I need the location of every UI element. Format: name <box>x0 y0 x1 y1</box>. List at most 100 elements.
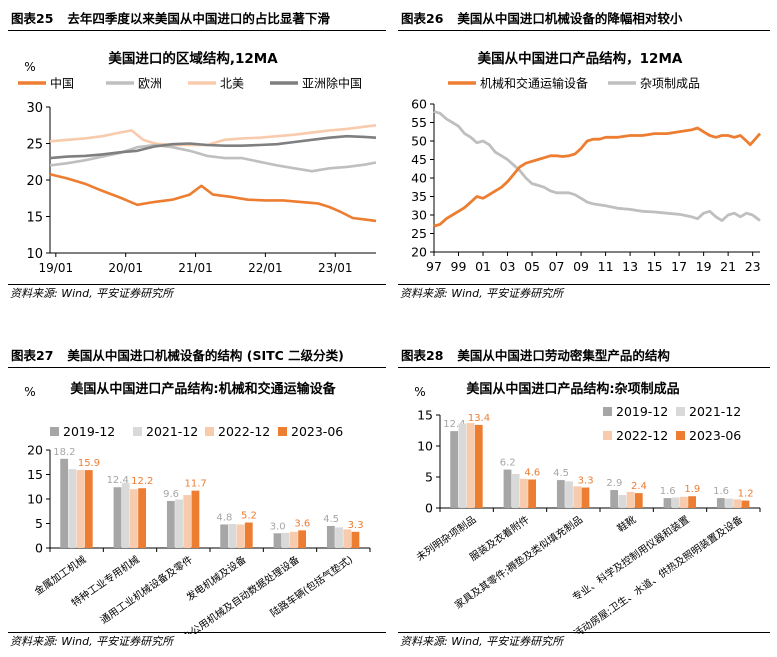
legend-label-3: 2023-06 <box>689 428 741 443</box>
series-line-1 <box>49 143 377 173</box>
bar <box>725 498 733 508</box>
bar <box>626 491 635 508</box>
data-label: 1.2 <box>738 489 754 500</box>
y-tick-label: 5 <box>35 516 43 531</box>
x-tick-label: 99 <box>451 259 467 274</box>
data-label: 11.7 <box>185 479 207 490</box>
x-tick-label: 17 <box>671 259 687 274</box>
bar <box>121 482 130 548</box>
bar-chart-machinery-structure: 美国从中国进口产品结构:机械和交通运输设备% 2019-12 2021-12 2022… <box>24 381 371 634</box>
data-label: 15.9 <box>78 458 100 469</box>
bar <box>343 529 352 548</box>
bar <box>220 524 229 548</box>
legend-label-3: 亚洲除中国 <box>302 76 362 91</box>
legend-label-1: 2021-12 <box>146 424 198 439</box>
legend-label-0: 中国 <box>50 76 74 91</box>
bar <box>281 532 290 548</box>
legend-label-3: 2023-06 <box>291 424 343 439</box>
data-label: 12.4 <box>443 419 465 430</box>
panel-fig26: 图表26 美国从中国进口机械设备的降幅相对较小 美国从中国进口产品结构，12MA 机… <box>398 8 770 301</box>
y-tick-label: 5 <box>425 470 433 485</box>
data-label: 4.8 <box>216 512 232 523</box>
panel-header: 图表26 美国从中国进口机械设备的降幅相对较小 <box>398 8 770 31</box>
category-label: 鞋靴 <box>615 513 639 535</box>
y-tick-label: 10 <box>417 439 433 454</box>
x-tick-label: 97 <box>426 259 442 274</box>
legend-swatch-0 <box>603 407 612 416</box>
figure-title: 美国从中国进口劳动密集型产品的结构 <box>457 348 670 363</box>
bar <box>573 486 582 508</box>
panel-fig27: 图表27 美国从中国进口机械设备的结构 (SITC 二级分类) 美国从中国进口产品… <box>8 345 386 650</box>
bar <box>528 479 536 508</box>
bar <box>565 481 573 508</box>
data-label: 9.6 <box>163 489 179 500</box>
panel-footer: 资料来源: Wind, 平安证券研究所 <box>398 632 770 650</box>
y-tick-label: 45 <box>411 152 427 167</box>
y-tick-label: 20 <box>26 174 43 189</box>
x-tick-label: 05 <box>524 259 540 274</box>
legend-label-0: 2019-12 <box>616 404 668 419</box>
bar <box>741 500 750 508</box>
bar <box>244 522 253 548</box>
data-label: 4.5 <box>553 468 569 479</box>
data-label: 3.0 <box>270 521 286 532</box>
x-tick-label: 21 <box>720 259 736 274</box>
bar <box>60 458 69 548</box>
source-note: 资料来源: Wind, 平安证券研究所 <box>400 287 564 300</box>
panel-fig28: 图表28 美国从中国进口劳动密集型产品的结构 美国从中国进口产品结构:杂项制成品%… <box>398 345 770 650</box>
x-tick-label: 09 <box>573 259 589 274</box>
x-tick-label: 23/01 <box>318 261 353 275</box>
bar <box>688 496 696 508</box>
chart-title: 美国从中国进口产品结构:杂项制成品 <box>466 381 679 397</box>
bar <box>466 423 475 508</box>
x-tick-label: 13 <box>622 259 638 274</box>
bar <box>130 489 138 548</box>
category-label: 通用工业机械设备及零件 <box>97 553 195 627</box>
panel-footer: 资料来源: Wind, 平安证券研究所 <box>8 632 386 650</box>
bar <box>166 500 175 548</box>
panel-header: 图表27 美国从中国进口机械设备的结构 (SITC 二级分类) <box>8 345 386 368</box>
y-unit-label: % <box>414 385 425 399</box>
figure-number: 图表25 <box>11 11 54 26</box>
data-label: 5.2 <box>241 511 257 522</box>
bar <box>113 487 122 548</box>
legend-label-0: 机械和交通运输设备 <box>480 76 588 91</box>
bar <box>556 480 565 508</box>
data-label: 2.9 <box>606 478 622 489</box>
category-label: 活动房屋;卫生、水道、供热及照明装置及设备 <box>571 513 745 634</box>
data-label: 4.6 <box>524 467 540 478</box>
y-tick-label: 40 <box>411 171 427 186</box>
y-tick-label: 0 <box>425 501 433 516</box>
bar <box>290 531 298 548</box>
line-chart-region-share: 美国进口的区域结构,12MA% 中国 欧洲 北美 亚洲除中国 10 15 20 25 30 19/0… <box>18 50 377 275</box>
panel-footer: 资料来源: Wind, 平安证券研究所 <box>398 284 770 302</box>
y-tick-label: 20 <box>27 443 43 458</box>
bar <box>511 473 520 508</box>
y-tick-label: 15 <box>417 408 433 423</box>
y-tick-label: 10 <box>26 247 43 262</box>
y-tick-label: 30 <box>411 208 427 223</box>
bar <box>68 469 77 548</box>
bar <box>183 495 192 548</box>
y-tick-label: 15 <box>26 211 43 226</box>
chart-title: 美国进口的区域结构,12MA <box>108 50 278 67</box>
data-label: 6.2 <box>500 458 516 469</box>
legend-label-1: 2021-12 <box>689 404 741 419</box>
bar <box>474 424 483 508</box>
x-tick-label: 15 <box>647 259 663 274</box>
y-tick-label: 10 <box>27 492 43 507</box>
data-label: 2.4 <box>631 481 647 492</box>
bar <box>298 530 306 548</box>
legend-swatch-0 <box>50 427 59 436</box>
figure-title: 去年四季度以来美国从中国进口的占比显著下滑 <box>67 11 330 26</box>
figure-title: 美国从中国进口机械设备的降幅相对较小 <box>457 11 683 26</box>
panel-fig25: 图表25 去年四季度以来美国从中国进口的占比显著下滑 美国进口的区域结构,12MA… <box>8 8 386 301</box>
bar <box>84 470 93 548</box>
legend-label-2: 2022-12 <box>218 424 270 439</box>
y-tick-label: 30 <box>26 101 43 116</box>
data-label: 13.4 <box>468 413 490 424</box>
series-line-2 <box>49 124 377 147</box>
y-tick-label: 50 <box>411 134 427 149</box>
bar <box>450 431 459 508</box>
x-tick-label: 07 <box>549 259 565 274</box>
